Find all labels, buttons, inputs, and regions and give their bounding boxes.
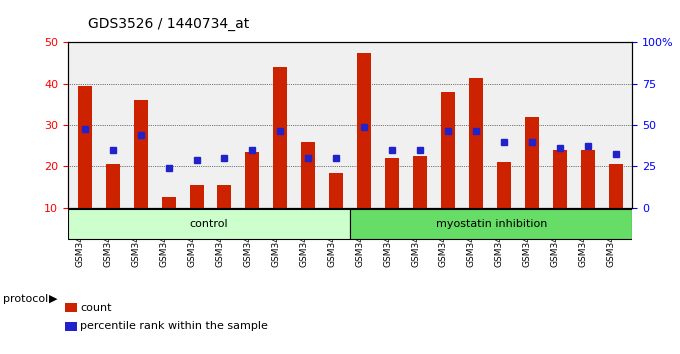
Text: myostatin inhibition: myostatin inhibition [436,219,547,229]
Bar [245,152,259,208]
Text: protocol: protocol [3,294,49,304]
Bar [553,150,566,208]
Bar [134,100,148,208]
Bar [78,86,92,208]
Bar [218,185,231,208]
Bar [357,53,371,208]
Bar [190,185,203,208]
Bar [68,209,350,239]
Bar [273,67,288,208]
Bar [385,158,399,208]
Bar [581,150,595,208]
Bar [105,164,120,208]
Bar [525,117,539,208]
Text: GDS3526 / 1440734_at: GDS3526 / 1440734_at [88,17,250,32]
Bar [469,78,483,208]
Text: count: count [80,303,112,313]
Bar [413,156,427,208]
Bar [497,162,511,208]
Bar [162,198,175,208]
Bar [441,92,455,208]
Text: control: control [190,219,228,229]
Bar [301,142,316,208]
Bar [329,173,343,208]
Text: percentile rank within the sample: percentile rank within the sample [80,321,268,331]
Text: ▶: ▶ [49,294,57,304]
Bar [350,209,632,239]
Bar [609,164,623,208]
